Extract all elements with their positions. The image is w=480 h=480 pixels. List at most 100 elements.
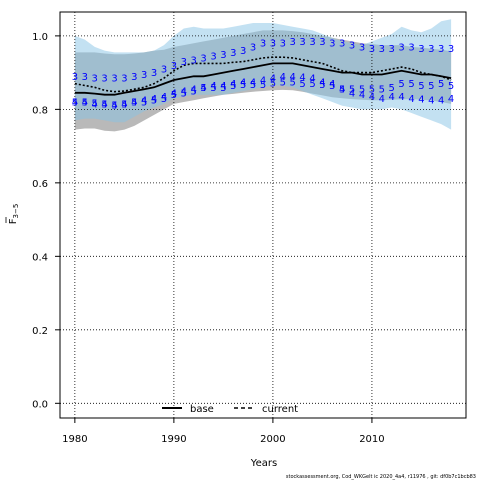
footer-credit: stockassessment.org, Cod_WKGelt ic 2020_… [286,474,476,480]
age-3-marker: 3 [191,55,197,66]
series-lines [74,56,452,96]
age-3-marker: 3 [280,39,286,50]
legend-base-label: base [190,404,214,415]
age-3-marker: 3 [418,44,424,55]
age-3-marker: 3 [250,42,256,53]
age-3-marker: 3 [379,44,385,55]
age-5-marker: 5 [389,83,395,94]
age-4-marker: 4 [181,87,187,98]
x-tick-label: 2000 [260,434,285,445]
age-5-marker: 5 [141,98,147,109]
age-4-marker: 4 [270,74,276,85]
age-5-marker: 5 [101,99,107,110]
age-4-marker: 4 [101,99,107,110]
age-3-marker: 3 [270,39,276,50]
age-4-marker: 4 [349,88,355,99]
age-5-marker: 5 [280,77,286,88]
age-5-marker: 5 [398,79,404,90]
age-3-marker: 3 [319,37,325,48]
age-4-marker: 4 [121,99,127,110]
age-4-marker: 4 [72,98,78,109]
age-4-marker: 4 [448,94,454,105]
age-4-marker: 4 [319,77,325,88]
age-4-marker: 4 [250,77,256,88]
age-4-marker: 4 [339,85,345,96]
age-4-marker: 4 [151,94,157,105]
age-5-marker: 5 [379,85,385,96]
age-5-marker: 5 [260,80,266,91]
age-4-marker: 4 [290,72,296,83]
y-tick-label: 0.0 [32,399,48,410]
age-4-marker: 4 [398,92,404,103]
band-current [74,19,452,130]
age-4-marker: 4 [220,81,226,92]
legend: base current [162,404,298,415]
age-5-marker: 5 [161,94,167,105]
age-5-marker: 5 [181,88,187,99]
age-3-marker: 3 [101,74,107,85]
age-3-marker: 3 [210,52,216,63]
age-5-marker: 5 [72,98,78,109]
age-4-marker: 4 [359,90,365,101]
age-3-marker: 3 [121,74,127,85]
age-5-marker: 5 [111,101,117,112]
age-3-marker: 3 [230,48,236,59]
x-axis: 1980 1990 2000 2010 [62,418,385,445]
age-3-marker: 3 [141,70,147,81]
age-3-marker: 3 [349,41,355,52]
age-3-marker: 3 [428,44,434,55]
age-5-marker: 5 [428,81,434,92]
age-3-marker: 3 [299,37,305,48]
age-3-marker: 3 [369,44,375,55]
age-5-marker: 5 [329,81,335,92]
age-3-marker: 3 [398,42,404,53]
line-base [74,62,452,96]
age-3-marker: 3 [171,61,177,72]
age-4-marker: 4 [408,94,414,105]
age-5-marker: 5 [438,79,444,90]
age-5-marker: 5 [200,83,206,94]
age-5-marker: 5 [408,79,414,90]
age-4-marker: 4 [92,99,98,110]
x-axis-title: Years [250,458,277,469]
age-5-marker: 5 [240,80,246,91]
age-5-marker: 5 [448,81,454,92]
legend-current-label: current [262,404,298,415]
age-3-marker: 3 [309,37,315,48]
age-5-marker: 5 [250,80,256,91]
age-3-marker: 3 [92,74,98,85]
age-3-marker: 3 [72,72,78,83]
age-3-marker: 3 [448,44,454,55]
age-5-marker: 5 [319,80,325,91]
age-5-marker: 5 [92,98,98,109]
age-3-marker: 3 [240,46,246,57]
y-axis-title-sub: 3−5 [12,204,20,219]
x-tick-label: 1990 [161,434,186,445]
age-3-marker: 3 [329,39,335,50]
age-5-marker: 5 [359,85,365,96]
age-5-marker: 5 [121,99,127,110]
age-markers: 3 3 3 3 3 3 3 3 3 3 3 3 3 3 3 3 3 3 3 3 3 3 3 3 3 3 3 3 3 3 3 3 3 3 3 3 3 3 34… [72,37,455,112]
age-4-marker: 4 [309,74,315,85]
age-4-marker: 4 [379,94,385,105]
age-5-marker: 5 [230,81,236,92]
plot-frame [59,11,467,419]
age-4-marker: 4 [230,79,236,90]
age-3-marker: 3 [200,53,206,64]
age-5-marker: 5 [369,85,375,96]
confidence-bands [74,19,452,132]
age-5-marker: 5 [270,78,276,89]
age-5-marker: 5 [171,90,177,101]
age-5-marker: 5 [299,79,305,90]
y-axis-title: F3−5 [5,204,20,224]
age-5-marker: 5 [220,83,226,94]
age-4-marker: 4 [171,88,177,99]
age-3-marker: 3 [290,37,296,48]
age-3-marker: 3 [389,44,395,55]
age-4-marker: 4 [191,85,197,96]
age-5-marker: 5 [82,98,88,109]
age-3-marker: 3 [359,42,365,53]
y-tick-label: 0.4 [32,252,48,263]
